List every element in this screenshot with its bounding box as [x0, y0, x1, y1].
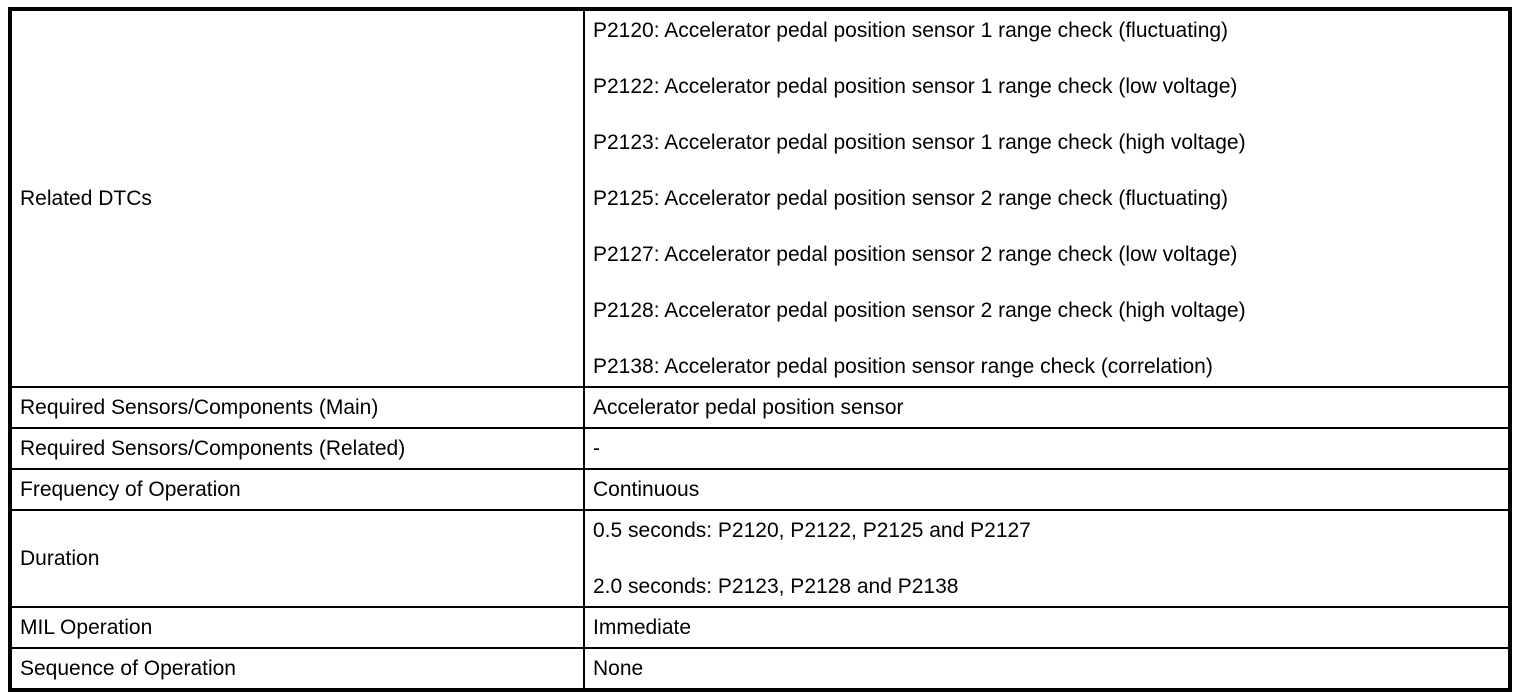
table-row-sequence: Sequence of Operation None [9, 647, 1511, 691]
row-value-duration: 0.5 seconds: P2120, P2122, P2125 and P21… [583, 509, 1511, 608]
row-value-required-related: - [583, 427, 1511, 470]
row-value-sequence: None [583, 647, 1511, 691]
row-value-related-dtcs: P2120: Accelerator pedal position sensor… [583, 8, 1511, 388]
dtc-monitor-table: Related DTCs P2120: Accelerator pedal po… [8, 7, 1512, 692]
value-line: Immediate [593, 616, 692, 639]
duration-line: 2.0 seconds: P2123, P2128 and P2138 [593, 575, 959, 598]
duration-line: 0.5 seconds: P2120, P2122, P2125 and P21… [593, 519, 1031, 542]
table-row-duration: Duration 0.5 seconds: P2120, P2122, P212… [9, 509, 1511, 608]
value-line: Accelerator pedal position sensor [593, 396, 904, 419]
row-label-frequency: Frequency of Operation [9, 468, 585, 511]
row-value-mil-operation: Immediate [583, 606, 1511, 649]
table-row-related-dtcs: Related DTCs P2120: Accelerator pedal po… [9, 8, 1511, 388]
value-line: Continuous [593, 478, 700, 501]
table-row-mil-operation: MIL Operation Immediate [9, 606, 1511, 649]
row-label-sequence: Sequence of Operation [9, 647, 585, 691]
dtc-line: P2123: Accelerator pedal position sensor… [593, 131, 1246, 154]
value-line: None [593, 657, 644, 680]
table-row-frequency: Frequency of Operation Continuous [9, 468, 1511, 511]
row-label-required-related: Required Sensors/Components (Related) [9, 427, 585, 470]
dtc-line: P2122: Accelerator pedal position sensor… [593, 75, 1238, 98]
row-label-duration: Duration [9, 509, 585, 608]
row-label-mil-operation: MIL Operation [9, 606, 585, 649]
table-row-required-related: Required Sensors/Components (Related) - [9, 427, 1511, 470]
value-line: - [593, 437, 600, 460]
row-value-required-main: Accelerator pedal position sensor [583, 386, 1511, 429]
row-value-frequency: Continuous [583, 468, 1511, 511]
row-label-related-dtcs: Related DTCs [9, 8, 585, 388]
dtc-line: P2127: Accelerator pedal position sensor… [593, 243, 1238, 266]
dtc-line: P2138: Accelerator pedal position sensor… [593, 355, 1213, 378]
dtc-line: P2128: Accelerator pedal position sensor… [593, 299, 1246, 322]
table-row-required-main: Required Sensors/Components (Main) Accel… [9, 386, 1511, 429]
dtc-line: P2120: Accelerator pedal position sensor… [593, 19, 1229, 42]
row-label-required-main: Required Sensors/Components (Main) [9, 386, 585, 429]
dtc-line: P2125: Accelerator pedal position sensor… [593, 187, 1229, 210]
